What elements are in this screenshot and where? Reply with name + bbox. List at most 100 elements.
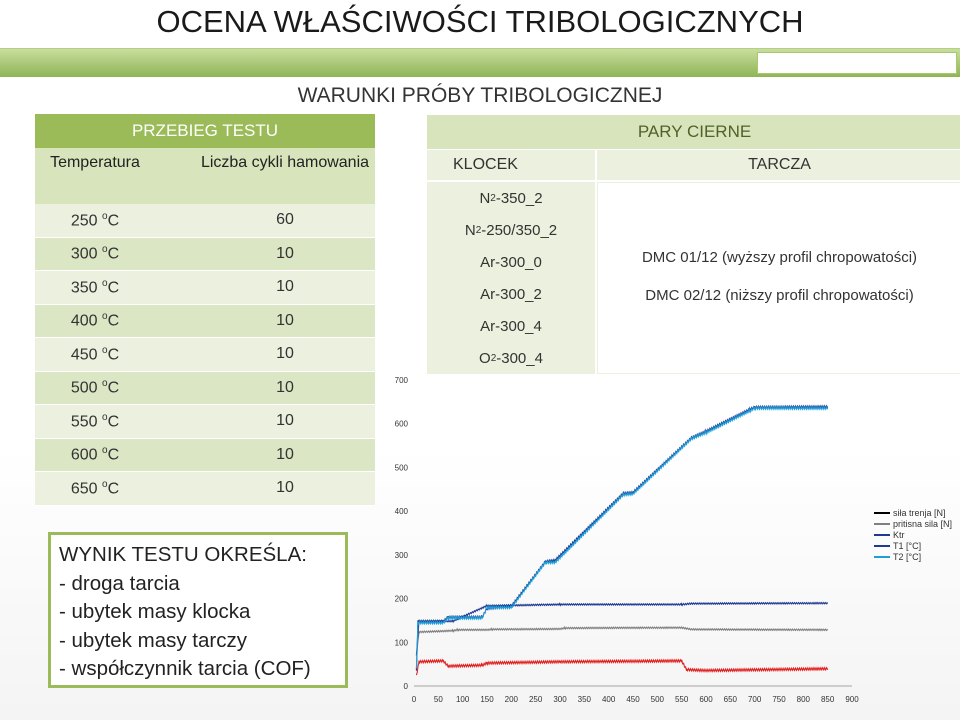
temperature-cell: 600 oC <box>70 445 120 464</box>
y-tick-label: 600 <box>395 420 409 429</box>
temperature-cell: 450 oC <box>70 344 120 363</box>
klocek-item: Ar-300_4 <box>480 317 542 335</box>
legend-entry: T1 [°C] <box>874 540 952 551</box>
legend-label: T1 [°C] <box>893 540 922 551</box>
column-header-cycles: Liczba cykli hamowania <box>200 154 370 171</box>
table-header: PARY CIERNE <box>427 115 960 149</box>
x-tick-label: 650 <box>724 695 738 704</box>
x-tick-label: 50 <box>434 695 443 704</box>
x-tick-label: 300 <box>553 695 567 704</box>
legend-swatch <box>874 544 890 547</box>
y-tick-label: 200 <box>395 595 409 604</box>
table-row: 300 oC 10 <box>35 237 375 271</box>
table-row: 500 oC 10 <box>35 371 375 405</box>
legend-label: siła trenja [N] <box>893 507 946 518</box>
tarcza-list: DMC 01/12 (wyższy profil chropowatości) D… <box>597 182 960 374</box>
test-procedure-table: PRZEBIEG TESTU Temperatura Liczba cykli … <box>35 114 375 506</box>
table-row: 550 oC 10 <box>35 405 375 439</box>
page-subtitle: WARUNKI PRÓBY TRIBOLOGICZNEJ <box>297 84 663 107</box>
temperature-cell: 500 oC <box>70 378 120 397</box>
result-item: - współczynnik tarcia (COF) <box>59 657 311 681</box>
temperature-cell: 250 oC <box>70 210 120 229</box>
y-tick-label: 400 <box>395 507 409 516</box>
legend-swatch <box>874 522 890 525</box>
x-tick-label: 400 <box>602 695 616 704</box>
result-heading: WYNIK TESTU OKREŚLA: <box>59 543 307 566</box>
x-tick-label: 550 <box>675 695 689 704</box>
x-tick-label: 850 <box>821 695 835 704</box>
legend-entry: pritisna sila [N] <box>874 518 952 529</box>
column-header-temperature: Temperatura <box>50 154 140 171</box>
table-header: PRZEBIEG TESTU <box>35 114 375 148</box>
cycles-cell: 10 <box>276 445 294 463</box>
x-tick-label: 250 <box>529 695 543 704</box>
temperature-chart: 0 100 200 300 400 500 600 700 0 50 100 150 200 250 300… <box>395 376 860 704</box>
series-line <box>415 405 829 669</box>
cycles-cell: 10 <box>276 479 294 497</box>
y-tick-label: 0 <box>404 682 409 691</box>
table-row: 400 oC 10 <box>35 304 375 338</box>
x-tick-label: 900 <box>845 695 859 704</box>
cycles-cell: 10 <box>276 244 294 262</box>
x-tick-label: 450 <box>626 695 640 704</box>
tarcza-item: DMC 02/12 (niższy profil chropowatości) <box>645 287 914 304</box>
legend-swatch <box>874 555 890 558</box>
table-row: 450 oC 10 <box>35 338 375 372</box>
x-tick-label: 100 <box>456 695 470 704</box>
x-tick-label: 700 <box>748 695 762 704</box>
chart-legend: siła trenja [N] pritisna sila [N] Ktr T1 [°… <box>874 507 952 562</box>
temperature-cell: 650 oC <box>70 478 120 497</box>
legend-label: Ktr <box>893 529 905 540</box>
result-box: WYNIK TESTU OKREŚLA: - droga tarcia - uby… <box>48 532 348 688</box>
table-row: 600 oC 10 <box>35 438 375 472</box>
result-item: - droga tarcia <box>59 571 180 595</box>
legend-swatch <box>874 511 890 514</box>
y-tick-label: 700 <box>395 376 409 385</box>
y-tick-label: 100 <box>395 638 409 647</box>
table-row: 250 oC 60 <box>35 204 375 238</box>
column-headers: Temperatura Liczba cykli hamowania <box>35 148 375 204</box>
title-bar-accent <box>757 52 957 74</box>
y-tick-label: 500 <box>395 463 409 472</box>
column-header-tarcza: TARCZA <box>597 150 960 180</box>
cycles-cell: 10 <box>276 412 294 430</box>
klocek-item: Ar-300_2 <box>480 285 542 303</box>
cycles-cell: 10 <box>276 278 294 296</box>
x-tick-label: 150 <box>480 695 494 704</box>
column-headers: KLOCEK TARCZA <box>427 150 960 180</box>
x-tick-label: 500 <box>651 695 665 704</box>
result-item: - ubytek masy tarczy <box>59 628 247 652</box>
legend-entry: Ktr <box>874 529 952 540</box>
column-header-klocek: KLOCEK <box>427 150 595 180</box>
klocek-item: Ar-300_0 <box>480 253 542 271</box>
series-line <box>415 658 829 676</box>
x-tick-label: 750 <box>772 695 786 704</box>
cycles-cell: 10 <box>276 345 294 363</box>
legend-entry: T2 [°C] <box>874 551 952 562</box>
cycles-cell: 10 <box>276 311 294 329</box>
tarcza-item: DMC 01/12 (wyższy profil chropowatości) <box>641 249 918 266</box>
x-tick-label: 200 <box>505 695 519 704</box>
series-line <box>415 601 829 656</box>
cycles-cell: 10 <box>276 378 294 396</box>
legend-swatch <box>874 533 890 536</box>
x-tick-label: 800 <box>797 695 811 704</box>
temperature-cell: 400 oC <box>70 311 120 330</box>
table-row: 650 oC 10 <box>35 472 375 506</box>
legend-entry: siła trenja [N] <box>874 507 952 518</box>
table-row: 350 oC 10 <box>35 271 375 305</box>
temperature-cell: 300 oC <box>70 244 120 263</box>
y-tick-label: 300 <box>395 551 409 560</box>
x-tick-label: 600 <box>699 695 713 704</box>
series-line <box>415 625 829 656</box>
x-tick-label: 350 <box>578 695 592 704</box>
temperature-cell: 550 oC <box>70 411 120 430</box>
legend-label: pritisna sila [N] <box>893 518 953 529</box>
page-title: OCENA WŁAŚCIWOŚCI TRIBOLOGICZNYCH <box>156 4 804 39</box>
